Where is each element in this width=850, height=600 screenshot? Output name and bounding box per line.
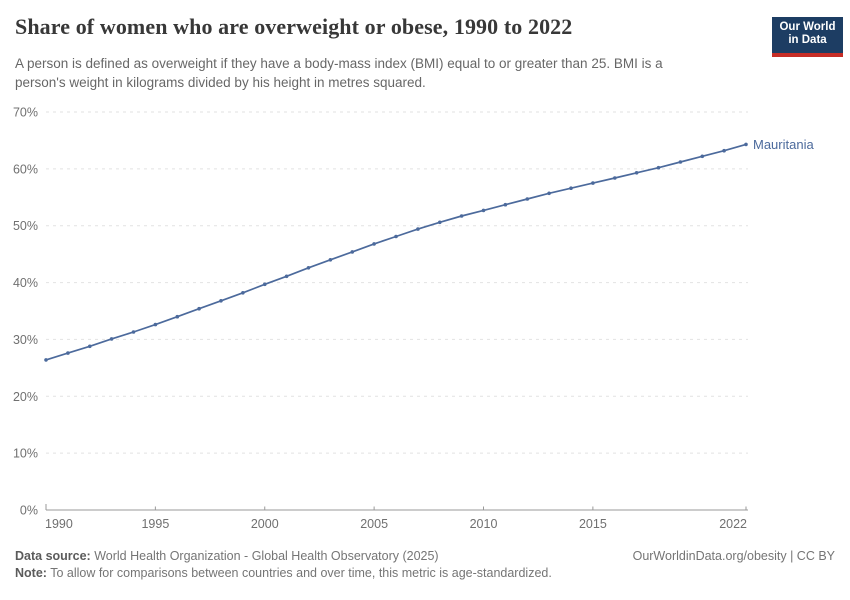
note-line: Note: To allow for comparisons between c… [15,565,835,582]
data-point-2019[interactable] [678,160,683,164]
data-point-1995[interactable] [153,322,158,327]
data-point-1997[interactable] [197,306,201,311]
note-text: To allow for comparisons between countri… [50,566,552,580]
data-point-2008[interactable] [438,220,442,225]
y-tick-label: 50% [13,219,38,233]
data-point-2016[interactable] [613,176,617,180]
chart-subtitle-line2: person's weight in kilograms divided by … [15,75,426,90]
data-point-2006[interactable] [394,234,398,239]
note-label: Note: [15,566,47,580]
y-tick-label: 20% [13,390,38,404]
data-source-line: Data source: World Health Organization -… [15,548,835,565]
data-point-2001[interactable] [284,274,289,279]
y-tick-label: 30% [13,333,38,347]
data-source-label: Data source: [15,549,91,563]
data-point-1991[interactable] [66,351,70,355]
owid-logo-line1: Our World [779,21,836,33]
data-point-2018[interactable] [656,165,661,170]
chart-subtitle-line1: A person is defined as overweight if the… [15,56,663,71]
owid-logo[interactable]: Our World in Data [772,17,843,57]
series-line-mauritania[interactable] [45,143,747,361]
x-tick-label: 1990 [45,517,73,531]
chart-footer: Data source: World Health Organization -… [15,548,835,582]
data-point-2004[interactable] [350,250,355,254]
owid-logo-line2: in Data [788,34,827,46]
data-point-2005[interactable] [372,242,376,246]
data-point-1993[interactable] [109,337,114,341]
footer-citation-link[interactable]: OurWorldinData.org/obesity | CC BY [632,549,835,563]
x-tick-label: 2022 [719,517,747,531]
data-point-2015[interactable] [591,181,595,185]
data-point-2022[interactable] [744,142,748,147]
series-end-label[interactable]: Mauritania [753,137,814,152]
chart-subtitle: A person is defined as overweight if the… [15,54,663,92]
data-point-1999[interactable] [241,291,245,295]
data-point-2011[interactable] [503,202,508,207]
x-tick-label: 2015 [579,517,607,531]
data-point-2009[interactable] [459,214,464,218]
data-point-2007[interactable] [416,227,420,231]
data-point-2021[interactable] [722,148,726,153]
page-title: Share of women who are overweight or obe… [15,14,573,39]
data-point-2000[interactable] [263,282,267,287]
x-tick-label: 2000 [251,517,279,531]
data-point-2012[interactable] [525,197,530,201]
data-point-2002[interactable] [306,266,311,270]
y-tick-label: 0% [20,504,38,518]
data-point-1996[interactable] [175,314,180,319]
data-point-2013[interactable] [547,191,551,196]
data-point-2014[interactable] [569,186,573,190]
data-point-2003[interactable] [328,258,333,262]
data-point-2010[interactable] [481,208,486,213]
y-tick-label: 10% [13,447,38,461]
y-tick-label: 70% [13,106,38,120]
data-point-1994[interactable] [131,330,136,334]
x-tick-label: 2010 [470,517,498,531]
y-tick-label: 40% [13,276,38,290]
x-tick-label: 2005 [360,517,388,531]
data-source-text: World Health Organization - Global Healt… [94,549,439,563]
data-point-2020[interactable] [700,154,705,159]
data-point-1990[interactable] [44,358,48,362]
y-tick-label: 60% [13,162,38,176]
x-tick-label: 1995 [141,517,169,531]
data-point-1992[interactable] [88,344,92,349]
data-point-1998[interactable] [219,299,223,303]
data-point-2017[interactable] [634,171,639,175]
